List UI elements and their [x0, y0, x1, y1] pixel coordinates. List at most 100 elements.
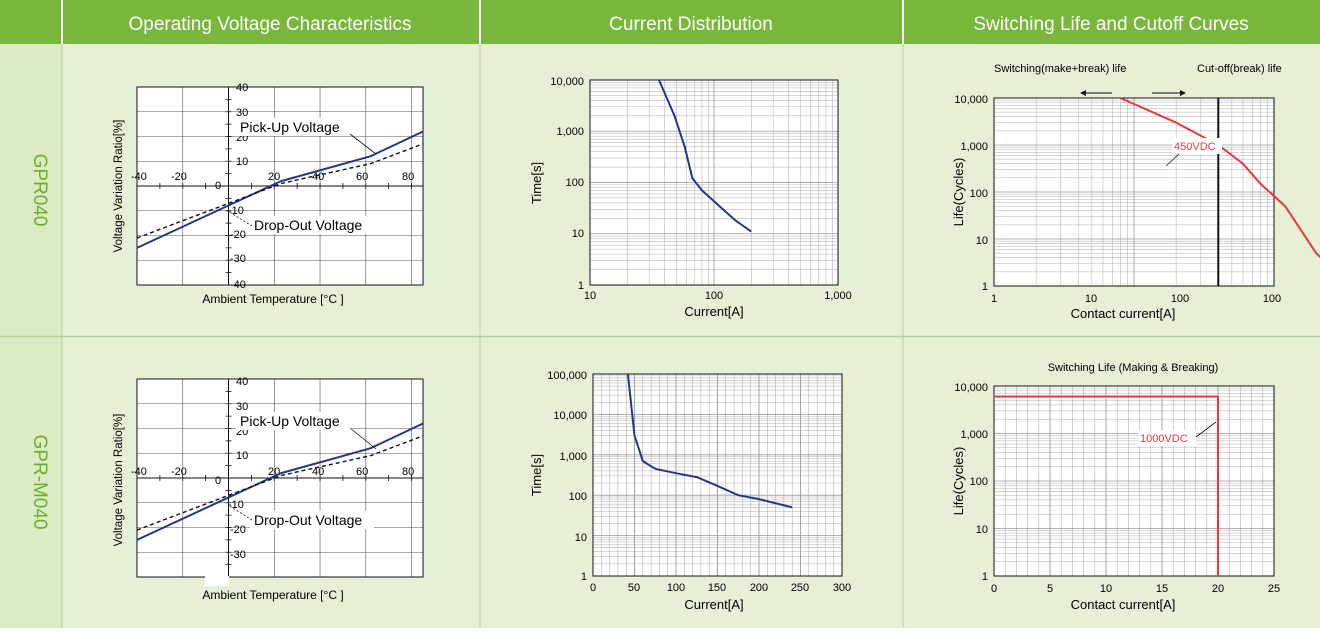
- x-tick-label: 60: [356, 171, 368, 183]
- y-tick-label: 10,000: [553, 410, 587, 422]
- curve-label-450vdc: 450VDC: [1174, 141, 1216, 153]
- x-tick-label: 5: [1047, 583, 1053, 595]
- drop-out-voltage-line: [136, 435, 424, 531]
- y-tick-label: 10: [976, 524, 988, 536]
- x-tick-label: 40: [312, 171, 324, 183]
- plot-gap: [205, 576, 229, 586]
- x-tick-label: 60: [356, 466, 368, 478]
- plot-frame: [592, 373, 843, 577]
- x-tick-label: 1: [991, 293, 997, 305]
- y-tick-label: 10: [236, 450, 248, 462]
- y-tick-label: 1,000: [960, 141, 988, 153]
- y-tick-label: 10,000: [550, 76, 584, 88]
- curve-label-bg: [1138, 430, 1196, 446]
- curve-label-leader: [1195, 421, 1217, 438]
- y-tick-label: 30: [236, 107, 248, 119]
- dropout-voltage-label: Drop-Out Voltage: [254, 512, 362, 528]
- x-tick-label: 0: [590, 582, 596, 594]
- x-axis-label: Ambient Temperature [°C ]: [202, 588, 343, 602]
- x-tick-label: -40: [131, 466, 147, 478]
- y-tick-label: 40: [236, 376, 248, 388]
- annotation-bg: [250, 511, 374, 529]
- y-tick-label: 10: [236, 156, 248, 168]
- x-tick-labels: -40 -20 20 40 60 80: [131, 171, 414, 183]
- series-line: [658, 79, 752, 233]
- pick-up-voltage-line: [136, 130, 424, 249]
- header-background: [0, 0, 1320, 44]
- y-tick-label: 100: [569, 491, 587, 503]
- y-tick-label: -20: [230, 524, 246, 536]
- x-tick-label: 300: [833, 582, 851, 594]
- y-axis-label: Voltage Variation Ratio[%]: [113, 414, 125, 547]
- y-tick-label: 30: [236, 401, 248, 413]
- x-tick-label: 80: [402, 466, 414, 478]
- x-tick-labels: 1 10 100 100: [991, 293, 1281, 305]
- y-tick-label: -10: [228, 499, 244, 511]
- annotation-bg: [236, 118, 352, 136]
- y-tick-labels: 10,000 1,000 100 10 1: [954, 382, 988, 583]
- pickup-voltage-label: Pick-Up Voltage: [240, 119, 340, 135]
- y-tick-label: -10: [228, 205, 244, 217]
- y-axis-label: Time[s]: [529, 162, 544, 204]
- x-tick-label: 25: [1268, 583, 1280, 595]
- 1000vdc-line: [994, 395, 1219, 576]
- y-tick-label: 10: [575, 532, 587, 544]
- x-tick-label: 200: [750, 582, 768, 594]
- pickup-leader: [349, 133, 377, 155]
- x-tick-label: -20: [171, 171, 187, 183]
- y-tick-label: 10,000: [954, 382, 988, 394]
- y-tick-label: -30: [230, 549, 246, 561]
- plot-frame: [136, 86, 424, 286]
- x-tick-label: 10: [1100, 583, 1112, 595]
- plot-frame: [993, 97, 1275, 287]
- y-tick-label: 100: [566, 177, 584, 189]
- y-axis-label: Life(Cycles): [951, 447, 966, 516]
- x-tick-label: 1,000: [824, 290, 852, 302]
- y-tick-label: 40: [236, 82, 248, 94]
- region-label-cutoff: Cut-off(break) life: [1197, 63, 1282, 75]
- x-tick-label: 10: [1085, 293, 1097, 305]
- y-tick-label: 1: [578, 280, 584, 292]
- y-tick-label: 1: [581, 571, 587, 583]
- y-tick-label: 1,000: [559, 451, 587, 463]
- y-tick-labels: 100,000 10,000 1,000 100 10 1: [547, 370, 587, 583]
- y-tick-label: 10: [976, 235, 988, 247]
- y-tick-label: -40: [230, 279, 246, 291]
- x-tick-label: 150: [708, 582, 726, 594]
- x-tick-label: 100: [667, 582, 685, 594]
- x-axis-label: Ambient Temperature [°C ]: [202, 292, 343, 306]
- header-switching-life: Switching Life and Cutoff Curves: [973, 14, 1248, 35]
- pickup-leader: [349, 427, 377, 450]
- y-tick-label: 10,000: [954, 94, 988, 106]
- x-tick-label: 80: [402, 171, 414, 183]
- x-tick-label: 40: [312, 466, 324, 478]
- y-tick-labels: 10,000 1,000 100 10 1: [954, 94, 988, 293]
- y-tick-label: 1,000: [556, 126, 584, 138]
- plot-frame: [136, 378, 424, 578]
- y-tick-label: 1,000: [960, 429, 988, 441]
- y-tick-label: 1: [982, 571, 988, 583]
- voltage-chart-gpr040: 40 30 20 10 0 -10 -20 -30 -40 -40 -20 20…: [113, 82, 424, 306]
- y-tick-label: 1: [982, 281, 988, 293]
- plot-frame: [993, 385, 1275, 577]
- annotation-bg: [250, 216, 374, 234]
- arrow-head-right-icon: [1180, 90, 1186, 96]
- y-tick-label: 100,000: [547, 370, 587, 382]
- x-axis-label: Contact current[A]: [1071, 597, 1176, 612]
- y-axis-label: Time[s]: [529, 454, 544, 496]
- plot-frame: [589, 79, 839, 286]
- x-tick-labels: -40 -20 20 40 60 80: [131, 466, 414, 478]
- x-tick-label: 20: [1212, 583, 1224, 595]
- dropout-leader: [225, 209, 253, 227]
- x-tick-label: 250: [791, 582, 809, 594]
- x-axis-label: Current[A]: [684, 304, 743, 319]
- arrow-head-left-icon: [1080, 90, 1086, 96]
- y-tick-label: 100: [970, 188, 988, 200]
- dropout-leader: [227, 504, 253, 521]
- y-tick-label: 100: [970, 476, 988, 488]
- x-tick-label: 20: [268, 171, 280, 183]
- y-tick-label: 10: [572, 228, 584, 240]
- x-tick-label: -20: [171, 466, 187, 478]
